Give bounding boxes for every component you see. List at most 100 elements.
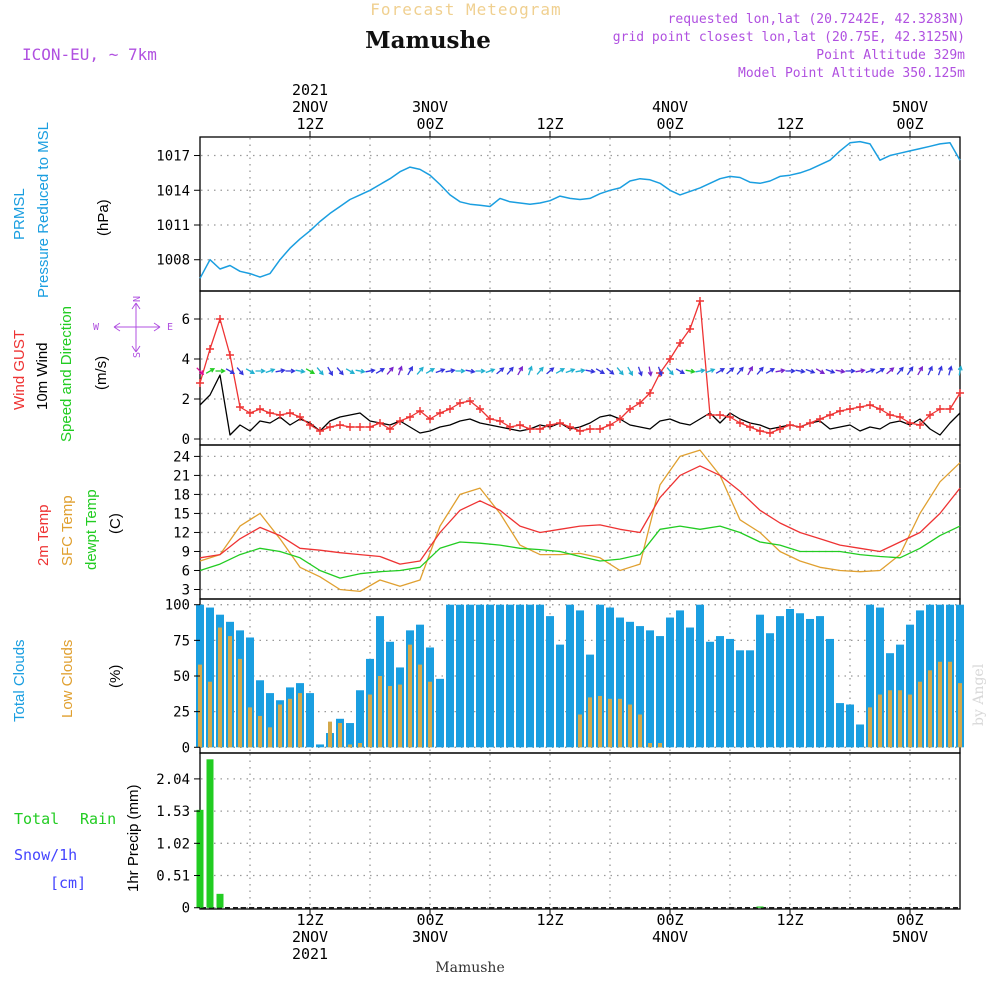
wind-direction-arrow bbox=[896, 366, 904, 375]
wind-direction-arrow bbox=[666, 367, 674, 376]
wind-direction-arrow bbox=[795, 368, 806, 374]
y-tick-label: 0.51 bbox=[156, 869, 190, 885]
wind-direction-arrow bbox=[496, 367, 505, 375]
model-point-altitude: Model Point Altitude 350.125m bbox=[738, 66, 965, 81]
wind-gust-marker bbox=[526, 425, 534, 433]
wind-gust-marker bbox=[276, 411, 284, 419]
precip-label-cm: [cm] bbox=[50, 874, 86, 892]
time-label: 12Z bbox=[776, 115, 803, 133]
compass-s: S bbox=[132, 352, 143, 358]
wind-direction-arrow bbox=[675, 368, 686, 374]
wind-gust-marker bbox=[196, 379, 204, 387]
wind-gust-marker bbox=[686, 325, 694, 333]
wind-gust-marker bbox=[436, 409, 444, 417]
wind-gust-marker bbox=[846, 405, 854, 413]
low-cloud-bar bbox=[908, 694, 912, 748]
compass-arrows bbox=[113, 302, 161, 353]
low-cloud-bar bbox=[578, 714, 582, 748]
total-cloud-bar bbox=[706, 641, 714, 748]
wind-gust-marker bbox=[886, 411, 894, 419]
total-cloud-bar bbox=[686, 627, 694, 748]
wind-gust-marker bbox=[956, 389, 964, 397]
total-cloud-bar bbox=[556, 644, 564, 748]
footer-location: Mamushe bbox=[435, 960, 504, 976]
temperature-panel-frame bbox=[199, 444, 961, 600]
low-cloud-bar bbox=[388, 685, 392, 748]
wind-direction-arrow bbox=[657, 366, 663, 377]
wind-gust-marker bbox=[696, 297, 704, 305]
wind-gust-marker bbox=[746, 423, 754, 431]
total-cloud-bar bbox=[916, 610, 924, 748]
total-cloud-bar bbox=[616, 617, 624, 748]
y-tick-labels: 1008101110141017024636912151821240255075… bbox=[156, 149, 200, 917]
wind-direction-arrow bbox=[365, 368, 376, 374]
wind-direction-arrow bbox=[937, 365, 943, 376]
wind-gust-marker bbox=[626, 405, 634, 413]
y-tick-label: 6 bbox=[182, 563, 190, 579]
pressure-label-description: Pressure Reduced to MSL bbox=[35, 122, 52, 298]
low-cloud-bar bbox=[888, 690, 892, 748]
pressure-panel-frame bbox=[199, 136, 961, 292]
total-cloud-bar bbox=[576, 610, 584, 748]
wind-gust-marker bbox=[576, 427, 584, 435]
wind-direction-arrow bbox=[917, 365, 923, 376]
total-cloud-bar bbox=[206, 607, 214, 748]
wind-gust-marker bbox=[546, 421, 554, 429]
wind-gust-marker bbox=[896, 413, 904, 421]
total-cloud-bar bbox=[676, 610, 684, 748]
total-cloud-bar bbox=[536, 604, 544, 748]
wind-gust-marker bbox=[376, 419, 384, 427]
wind-direction-arrow bbox=[685, 368, 696, 374]
low-cloud-bar bbox=[228, 636, 232, 748]
y-tick-label: 2 bbox=[182, 392, 190, 408]
y-tick-label: 21 bbox=[173, 468, 190, 484]
total-cloud-bar bbox=[486, 604, 494, 748]
rain-bar bbox=[196, 809, 204, 908]
wind-direction-arrow bbox=[517, 365, 523, 376]
wind-direction-arrow bbox=[397, 365, 403, 376]
precip-axis-label: 1hr Precip (mm) bbox=[125, 784, 142, 892]
wind-direction-arrow bbox=[425, 368, 436, 374]
series-layer bbox=[196, 140, 964, 909]
temp-label-sfc: SFC Temp bbox=[59, 495, 76, 566]
product-title: Forecast Meteogram bbox=[370, 0, 561, 19]
low-cloud-bar bbox=[938, 661, 942, 748]
total-cloud-bar bbox=[306, 693, 314, 748]
wind-direction-arrow bbox=[886, 367, 895, 375]
grid-point-coordinates: grid point closest lon,lat (20.75E, 42.3… bbox=[613, 30, 965, 45]
low-cloud-bar bbox=[628, 704, 632, 748]
wind-direction-arrow bbox=[205, 368, 216, 374]
total-cloud-bar bbox=[766, 633, 774, 748]
time-label: 5NOV bbox=[892, 928, 928, 946]
wind-gust-marker bbox=[606, 421, 614, 429]
low-cloud-bar bbox=[338, 723, 342, 748]
wind-gust-marker bbox=[346, 423, 354, 431]
time-label: 3NOV bbox=[412, 98, 448, 116]
time-label: 00Z bbox=[896, 115, 923, 133]
total-cloud-bar bbox=[776, 616, 784, 748]
wind-gust-marker bbox=[466, 397, 474, 405]
wind-direction-arrow bbox=[585, 368, 596, 374]
wind-direction-arrow bbox=[695, 368, 706, 374]
rain-bar bbox=[756, 906, 764, 908]
total-cloud-bar bbox=[846, 704, 854, 748]
wind-direction-arrow bbox=[575, 368, 586, 374]
precip-panel-labels: Total Rain Snow/1h [cm] 1hr Precip (mm) bbox=[14, 784, 142, 892]
wind-panel-labels: Wind GUST 10m Wind Speed and Direction (… bbox=[11, 296, 173, 442]
y-tick-label: 1.53 bbox=[156, 804, 190, 820]
precip-label-total: Total bbox=[14, 810, 59, 828]
total-cloud-bar bbox=[696, 604, 704, 748]
total-cloud-bar bbox=[836, 703, 844, 748]
total-cloud-bar bbox=[716, 636, 724, 748]
wind-direction-arrow bbox=[327, 366, 333, 377]
temp-label-2m: 2m Temp bbox=[35, 505, 52, 566]
total-cloud-bar bbox=[456, 604, 464, 748]
y-tick-label: 6 bbox=[182, 312, 190, 328]
wind-direction-arrow bbox=[345, 368, 356, 374]
total-cloud-bar bbox=[526, 604, 534, 748]
wind-gust-marker bbox=[296, 413, 304, 421]
wind-gust-marker bbox=[226, 351, 234, 359]
wind-gust-marker bbox=[306, 421, 314, 429]
wind-direction-arrow bbox=[465, 368, 476, 374]
